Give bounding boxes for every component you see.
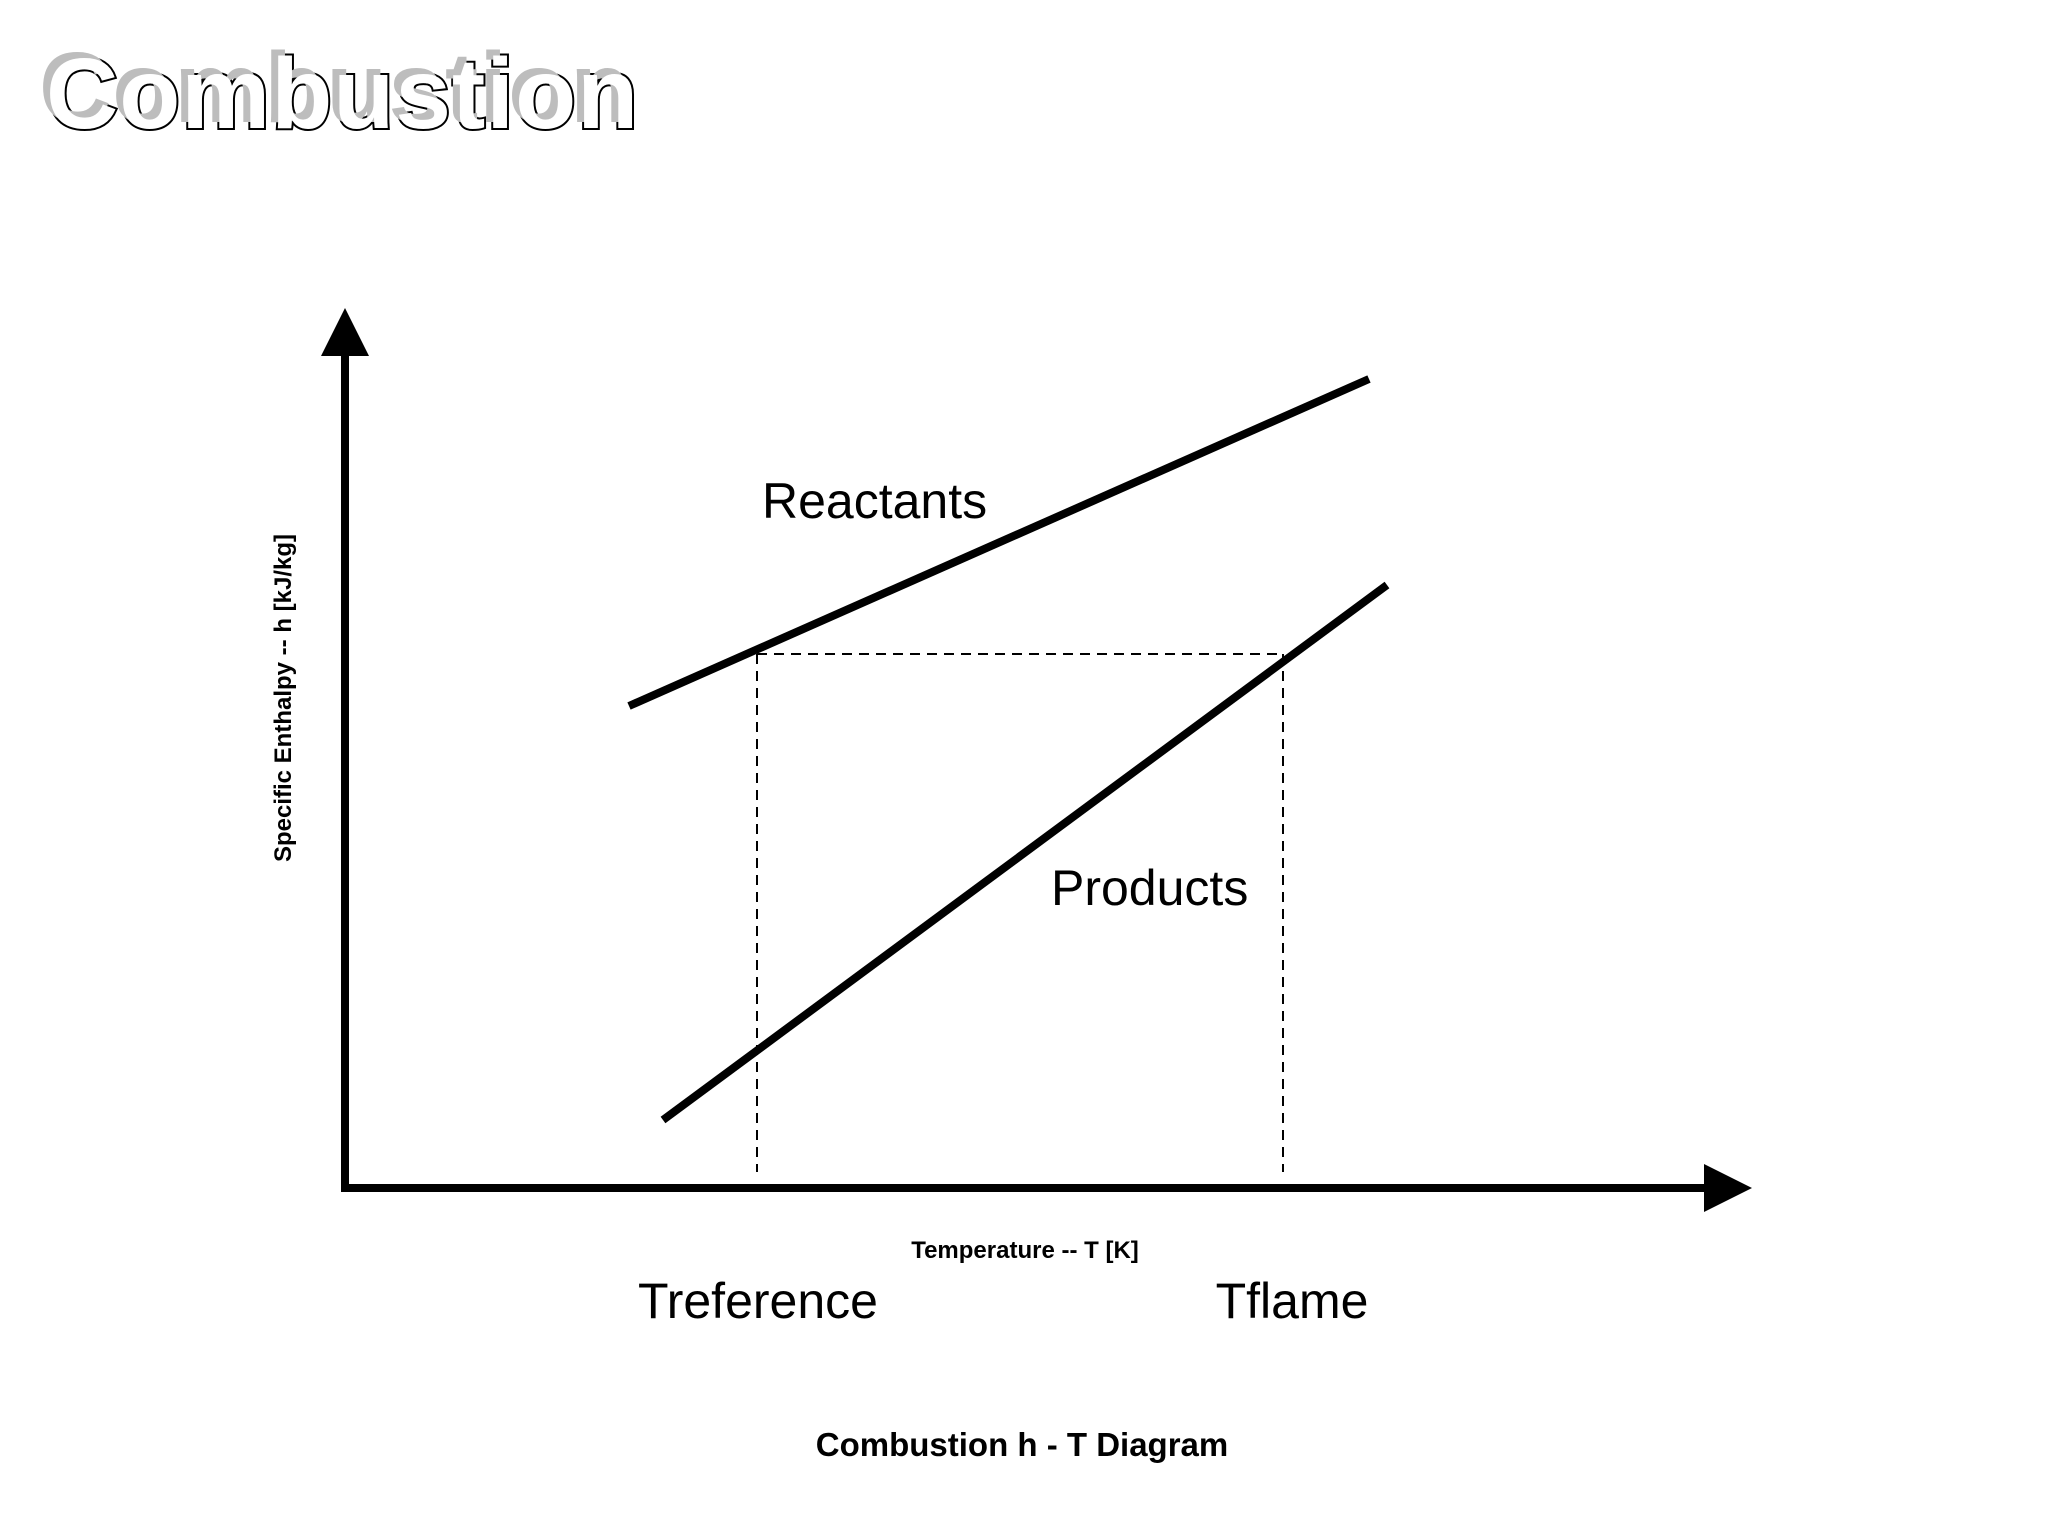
reactants-label: Reactants xyxy=(762,473,987,529)
products-label: Products xyxy=(1051,860,1248,916)
products-line xyxy=(660,581,1390,1124)
diagram-caption: Combustion h - T Diagram xyxy=(816,1426,1229,1463)
y-axis-label: Specific Enthalpy -- h [kJ/kg] xyxy=(270,534,297,862)
t-flame-label: Tflame xyxy=(1216,1273,1369,1329)
reactants-line xyxy=(627,375,1371,710)
slide-title: Combustion xyxy=(44,38,640,150)
t-reference-label: Treference xyxy=(638,1273,878,1329)
x-axis-label: Temperature -- T [K] xyxy=(911,1237,1139,1264)
